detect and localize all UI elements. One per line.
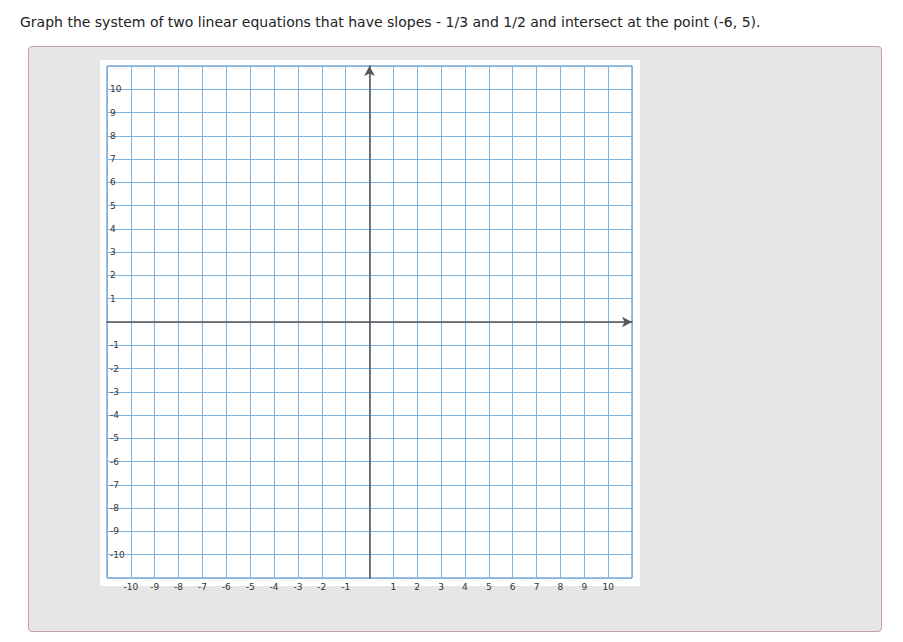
svg-text:10: 10 — [110, 84, 122, 94]
svg-text:-3: -3 — [293, 582, 302, 592]
svg-text:-9: -9 — [110, 526, 119, 536]
svg-text:-6: -6 — [110, 457, 119, 467]
svg-text:2: 2 — [110, 270, 116, 280]
svg-text:5: 5 — [110, 201, 116, 211]
svg-text:4: 4 — [462, 582, 468, 592]
svg-text:9: 9 — [581, 582, 587, 592]
svg-text:1: 1 — [390, 582, 396, 592]
svg-text:7: 7 — [110, 154, 116, 164]
svg-text:-10: -10 — [124, 582, 139, 592]
svg-text:4: 4 — [110, 224, 116, 234]
svg-text:-9: -9 — [150, 582, 159, 592]
svg-text:7: 7 — [534, 582, 540, 592]
svg-text:-1: -1 — [341, 582, 350, 592]
svg-text:9: 9 — [110, 108, 116, 118]
svg-text:1: 1 — [110, 294, 116, 304]
svg-text:2: 2 — [414, 582, 420, 592]
svg-text:-7: -7 — [198, 582, 207, 592]
svg-text:-4: -4 — [270, 582, 279, 592]
svg-text:-5: -5 — [246, 582, 255, 592]
svg-text:-5: -5 — [110, 433, 119, 443]
svg-text:-8: -8 — [110, 503, 119, 513]
svg-text:10: 10 — [602, 582, 614, 592]
svg-text:6: 6 — [110, 177, 116, 187]
svg-text:-10: -10 — [110, 550, 125, 560]
svg-text:3: 3 — [110, 247, 116, 257]
svg-text:-4: -4 — [110, 410, 119, 420]
svg-text:3: 3 — [438, 582, 444, 592]
svg-text:-6: -6 — [222, 582, 231, 592]
svg-text:8: 8 — [110, 131, 116, 141]
svg-text:-3: -3 — [110, 387, 119, 397]
svg-text:5: 5 — [486, 582, 492, 592]
svg-text:-8: -8 — [174, 582, 183, 592]
svg-text:Graph the system of two linear: Graph the system of two linear equations… — [20, 14, 760, 30]
svg-text:-1: -1 — [110, 340, 119, 350]
svg-text:-2: -2 — [110, 364, 119, 374]
svg-text:-2: -2 — [317, 582, 326, 592]
svg-text:6: 6 — [510, 582, 516, 592]
svg-text:8: 8 — [558, 582, 564, 592]
svg-text:-7: -7 — [110, 480, 119, 490]
